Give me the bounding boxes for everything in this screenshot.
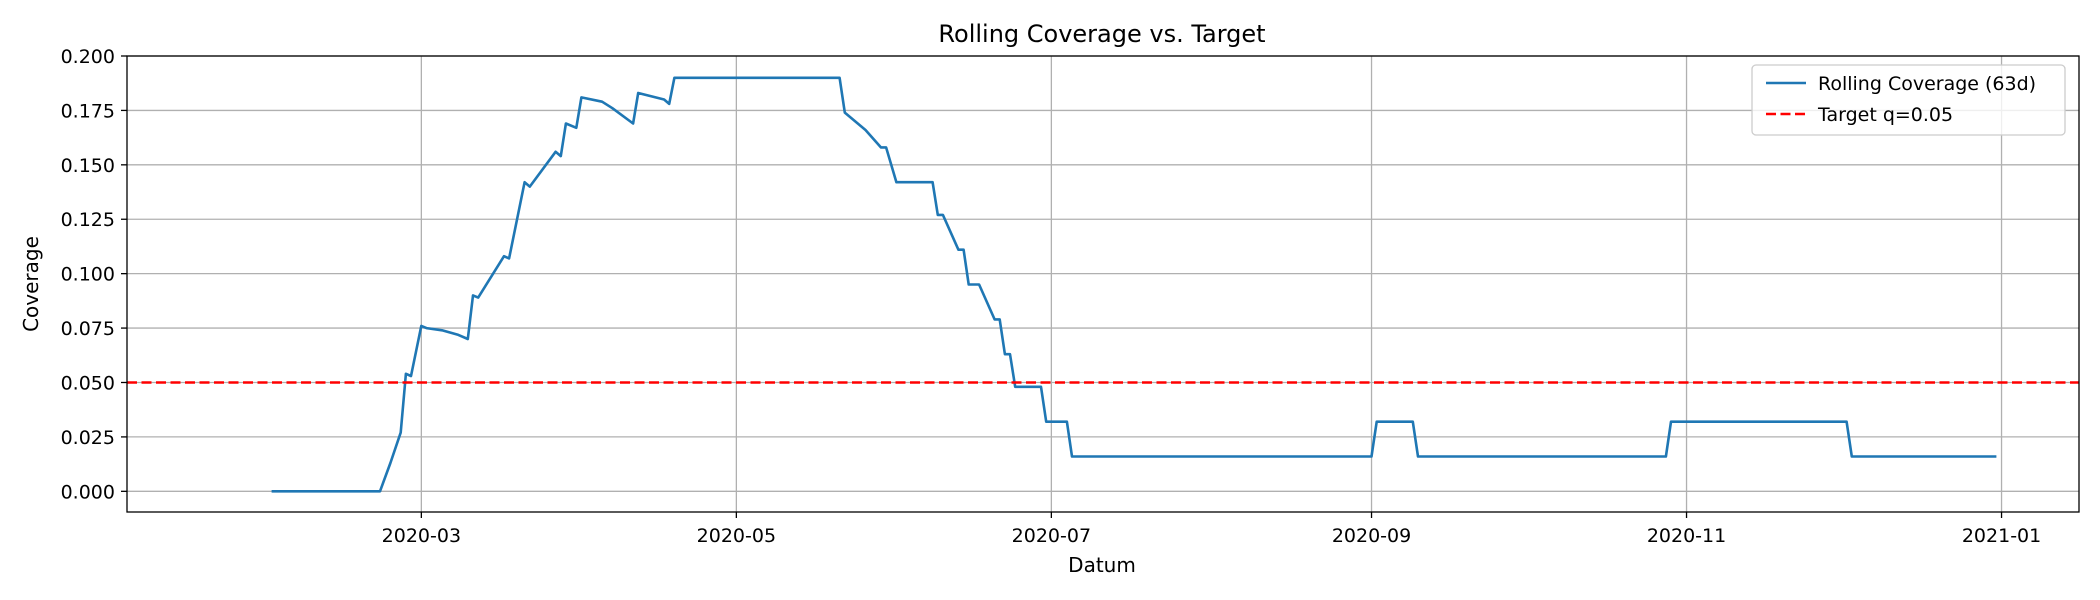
x-tick-label: 2021-01	[1962, 525, 2041, 547]
y-tick-label: 0.000	[61, 481, 115, 503]
plot-frame	[126, 55, 2080, 513]
series-line-rolling-coverage	[271, 76, 1997, 493]
y-axis-label: Coverage	[19, 236, 43, 332]
legend-label-target: Target q=0.05	[1817, 104, 1953, 126]
x-tick-label: 2020-11	[1647, 525, 1726, 547]
y-tick-label: 0.100	[61, 264, 115, 286]
x-tick-label: 2020-09	[1332, 525, 1411, 547]
y-tick-label: 0.025	[61, 427, 115, 449]
legend-frame	[1751, 64, 2066, 136]
x-tick-label: 2020-03	[382, 525, 461, 547]
chart-title: Rolling Coverage vs. Target	[938, 20, 1265, 48]
y-tick-label: 0.150	[61, 155, 115, 177]
y-tick-label: 0.050	[61, 372, 115, 394]
y-tick-label: 0.125	[61, 209, 115, 231]
legend: Rolling Coverage (63d) Target q=0.05	[1751, 64, 2066, 136]
x-tick-label: 2020-05	[697, 525, 776, 547]
axis-ticks: 2020-03 2020-05 2020-07 2020-09 2020-11 2021-…	[61, 46, 2042, 547]
y-tick-label: 0.175	[61, 100, 115, 122]
y-tick-label: 0.075	[61, 318, 115, 340]
data-layer	[127, 76, 2079, 493]
x-axis-label: Datum	[1068, 553, 1136, 577]
x-tick-label: 2020-07	[1012, 525, 1091, 547]
legend-label-rolling-coverage: Rolling Coverage (63d)	[1818, 73, 2036, 95]
y-tick-label: 0.200	[61, 46, 115, 68]
